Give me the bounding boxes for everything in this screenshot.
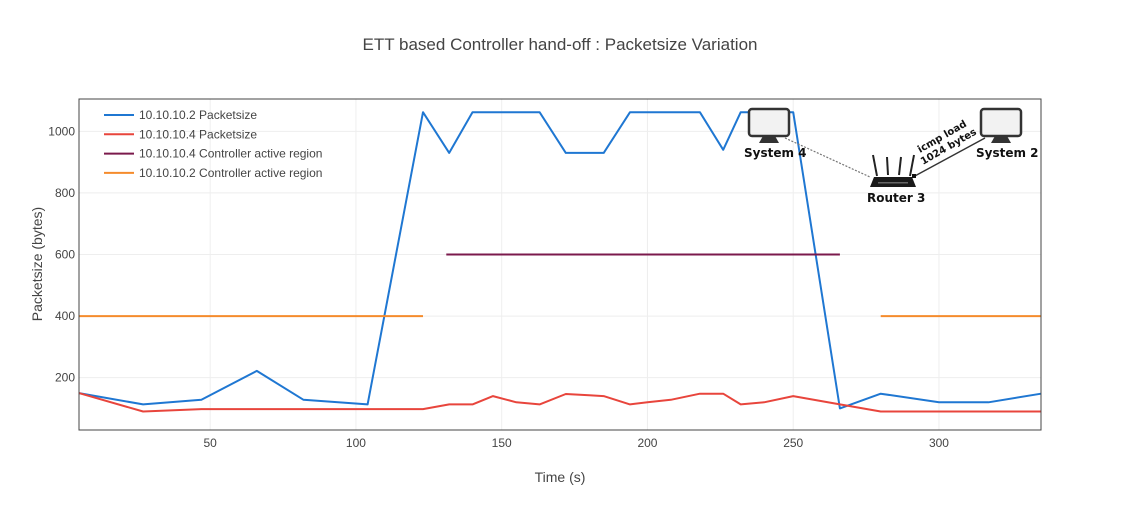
link-endpoint-dot <box>912 174 916 178</box>
legend-label-4: 10.10.10.2 Controller active region <box>139 166 322 180</box>
x-tick-label: 250 <box>783 436 803 450</box>
x-tick-label: 200 <box>637 436 657 450</box>
system-2-monitor-icon <box>979 107 1023 143</box>
system-4-label: System 4 <box>744 146 807 160</box>
series-line-2 <box>78 392 1041 413</box>
system-2-label: System 2 <box>976 146 1039 160</box>
chart-title: ETT based Controller hand-off : Packetsi… <box>363 35 758 54</box>
router-3-label: Router 3 <box>867 191 925 205</box>
legend-label-2: 10.10.10.4 Packetsize <box>139 127 257 141</box>
y-axis-label: Packetsize (bytes) <box>29 207 45 321</box>
y-tick-label: 200 <box>55 371 75 385</box>
x-tick-label: 50 <box>204 436 218 450</box>
series-line-1 <box>78 111 1042 410</box>
x-tick-label: 300 <box>929 436 949 450</box>
series-group <box>78 111 1042 413</box>
system-4-monitor-icon <box>747 107 791 143</box>
link-system4-router <box>784 137 871 178</box>
legend-label-3: 10.10.10.4 Controller active region <box>139 147 322 161</box>
y-tick-label: 800 <box>55 186 75 200</box>
legend: 10.10.10.2 Packetsize 10.10.10.4 Packetsi… <box>104 108 322 180</box>
y-tick-label: 600 <box>55 247 75 261</box>
x-tick-label: 150 <box>492 436 512 450</box>
x-axis-label: Time (s) <box>535 469 586 485</box>
link-router-system2 <box>912 137 986 178</box>
x-tick-label: 100 <box>346 436 366 450</box>
y-tick-label: 1000 <box>48 124 75 138</box>
router-3-icon <box>870 154 916 187</box>
network-inset-diagram: System 4 System 2 Router 3 icmp load 102… <box>744 107 1039 205</box>
plot-frame <box>78 98 1042 431</box>
y-tick-label: 400 <box>55 309 75 323</box>
tick-labels: 50 100 150 200 250 300 200 400 600 800 1000 <box>48 124 949 450</box>
legend-label-1: 10.10.10.2 Packetsize <box>139 108 257 122</box>
